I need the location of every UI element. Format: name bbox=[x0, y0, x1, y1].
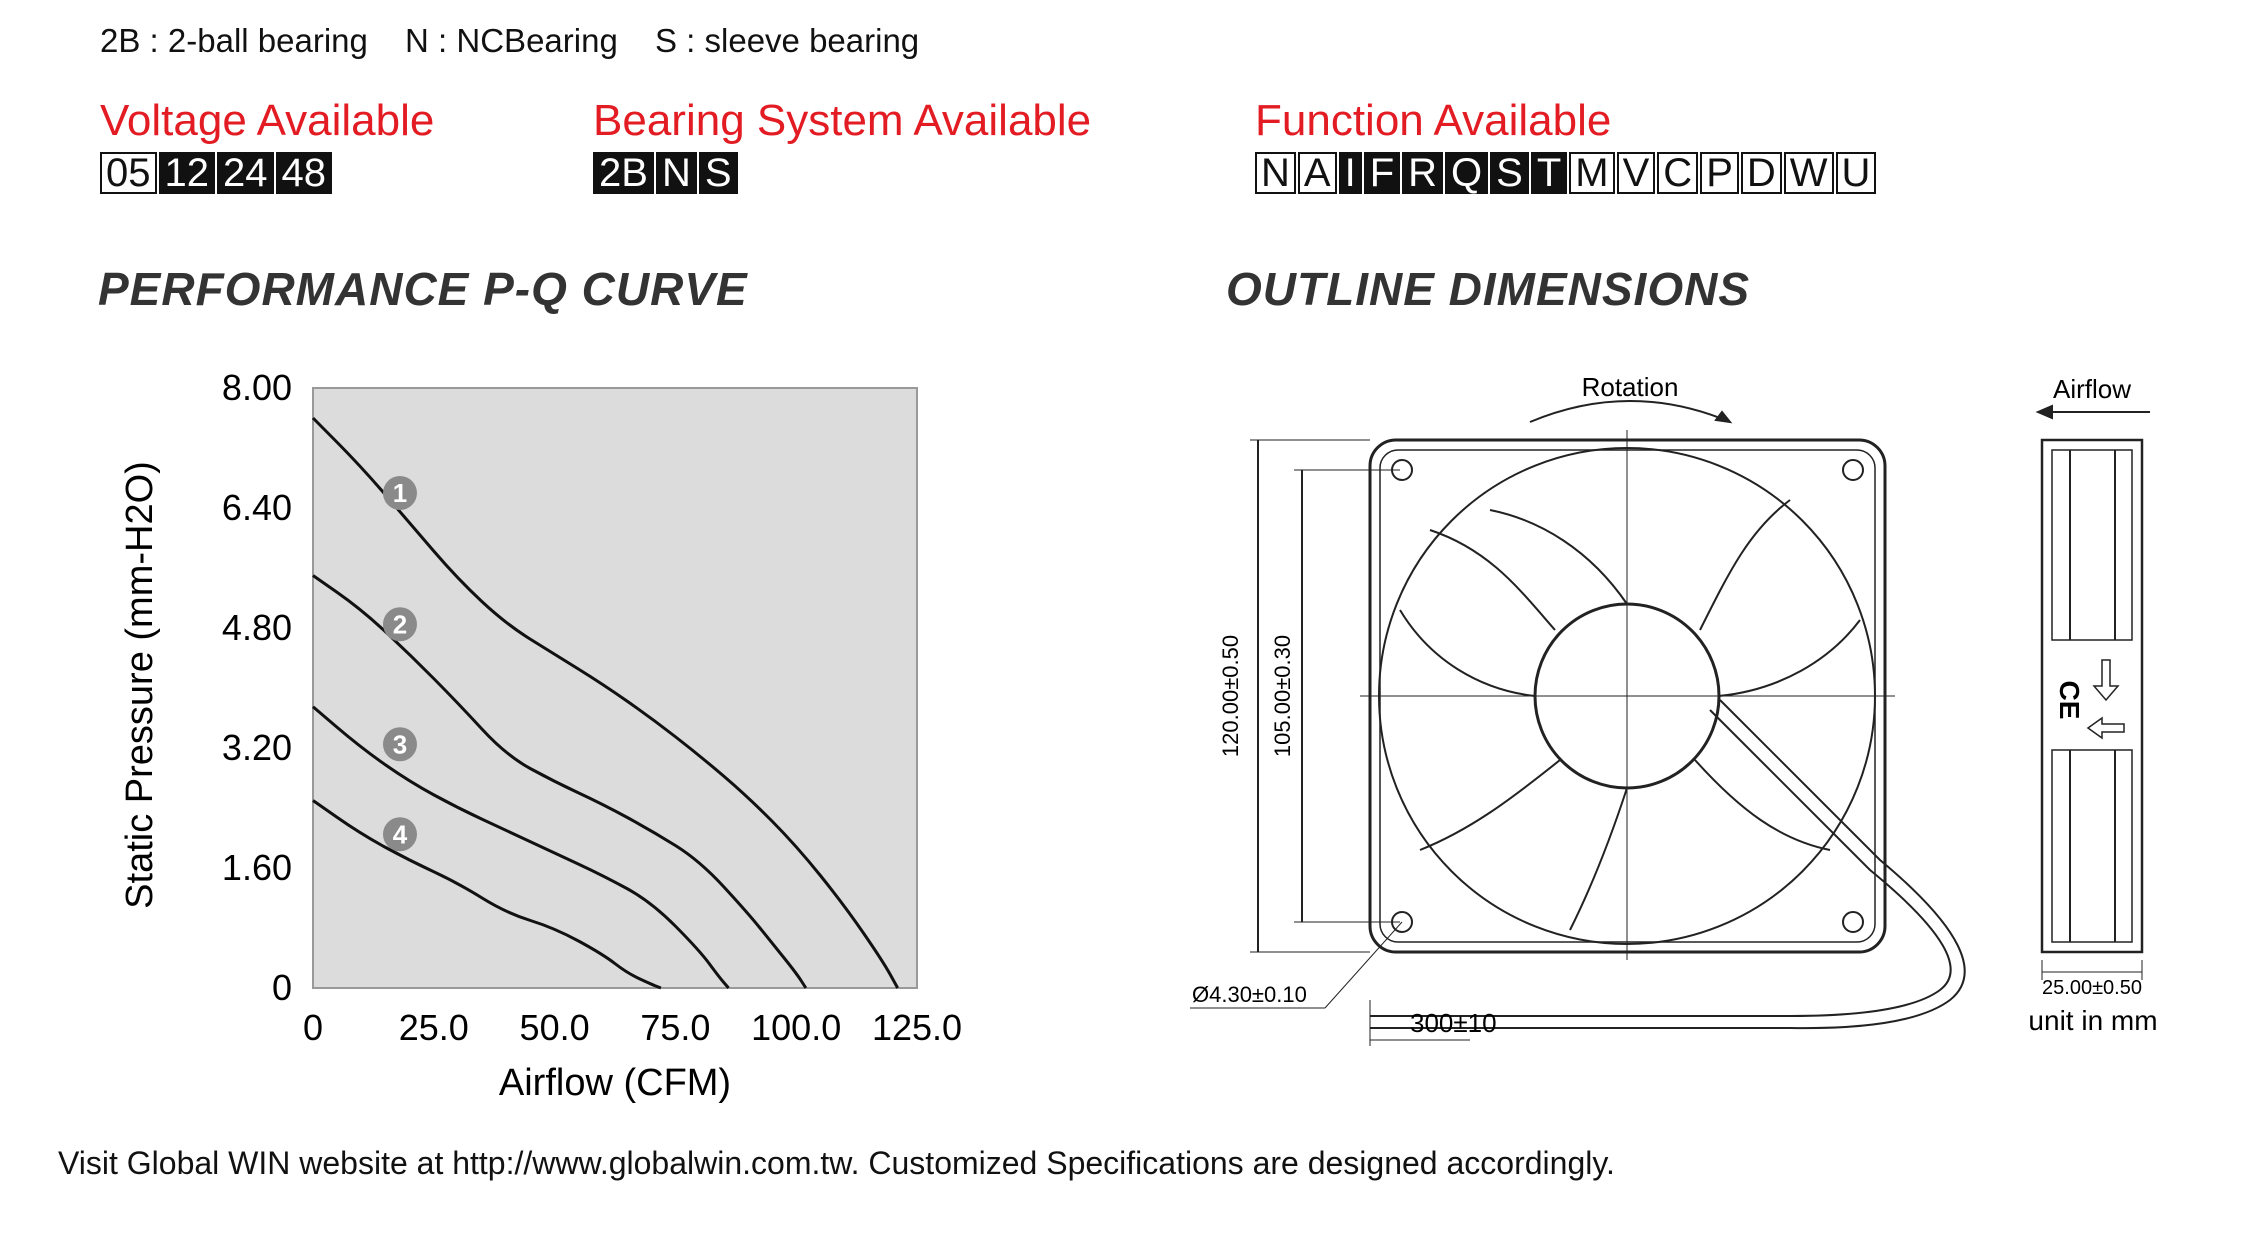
function-title: Function Available bbox=[1255, 96, 1612, 145]
bearing-legend: 2B : 2-ball bearing N : NCBearing S : sl… bbox=[100, 22, 947, 60]
legend-item-n: N : NCBearing bbox=[405, 22, 618, 59]
y-axis-label: Static Pressure (mm-H2O) bbox=[119, 461, 161, 909]
outer-dimension: 120.00±0.50 bbox=[1218, 635, 1243, 757]
code-box: D bbox=[1740, 152, 1782, 194]
ce-mark: CE bbox=[2054, 681, 2085, 720]
rotation-arrow bbox=[1529, 400, 1731, 423]
y-tick-label: 1.60 bbox=[222, 847, 292, 888]
mount-hole-bl bbox=[1391, 911, 1413, 933]
code-box: U bbox=[1835, 152, 1877, 194]
curve-marker-3: 3 bbox=[382, 727, 417, 762]
x-tick-labels: 0 25.0 50.0 75.0 100.0 125.0 bbox=[303, 1007, 962, 1048]
code-box: Q bbox=[1445, 152, 1489, 194]
code-box: C bbox=[1657, 152, 1699, 194]
svg-text:3: 3 bbox=[393, 729, 407, 759]
footer-note: Visit Global WIN website at http://www.g… bbox=[58, 1145, 1615, 1181]
curve-markers: 1 2 3 4 bbox=[382, 476, 417, 852]
x-axis-label: Airflow (CFM) bbox=[499, 1062, 731, 1104]
bearing-codes: 2B N S bbox=[593, 152, 740, 194]
code-box: S bbox=[698, 152, 738, 194]
y-tick-label: 3.20 bbox=[222, 727, 292, 768]
mount-hole-br bbox=[1842, 911, 1864, 933]
rotation-label: Rotation bbox=[1582, 372, 1679, 402]
code-box: 12 bbox=[158, 152, 215, 194]
x-tick-label: 25.0 bbox=[399, 1007, 469, 1048]
airflow-label: Airflow bbox=[2053, 374, 2131, 404]
outline-drawing: Rotation Airflow 120.00±0.50 105.00±0.30… bbox=[1190, 372, 2158, 1046]
svg-text:2: 2 bbox=[393, 609, 407, 639]
code-box: T bbox=[1530, 152, 1568, 194]
x-tick-label: 0 bbox=[303, 1007, 323, 1048]
cable-length: 300±10 bbox=[1410, 1008, 1497, 1038]
fan-side-view bbox=[2040, 438, 2144, 954]
voltage-title: Voltage Available bbox=[100, 96, 435, 145]
pq-curve-4 bbox=[312, 799, 662, 990]
curve-marker-4: 4 bbox=[382, 817, 417, 852]
pq-curve-3 bbox=[312, 705, 730, 989]
fan-cable bbox=[1370, 699, 1966, 1030]
thickness-dimension: 25.00±0.50 bbox=[2042, 977, 2142, 999]
code-box: M bbox=[1569, 152, 1615, 194]
code-box: 05 bbox=[100, 152, 157, 194]
curve-marker-1: 1 bbox=[382, 476, 417, 510]
code-box: W bbox=[1783, 152, 1834, 194]
code-box: 2B bbox=[593, 152, 654, 194]
y-tick-label: 6.40 bbox=[222, 487, 292, 528]
x-tick-label: 50.0 bbox=[520, 1007, 590, 1048]
code-box: V bbox=[1616, 152, 1656, 194]
legend-item-2b: 2B : 2-ball bearing bbox=[100, 22, 368, 59]
svg-text:4: 4 bbox=[393, 819, 408, 849]
code-box: R bbox=[1402, 152, 1444, 194]
code-box: 48 bbox=[275, 152, 332, 194]
y-tick-label: 8.00 bbox=[222, 367, 292, 408]
voltage-codes: 05 12 24 48 bbox=[100, 152, 334, 194]
y-tick-label: 4.80 bbox=[222, 607, 292, 648]
code-box: N bbox=[655, 152, 697, 194]
mount-hole-tl bbox=[1391, 459, 1413, 481]
code-box: P bbox=[1700, 152, 1739, 194]
unit-label: unit in mm bbox=[2028, 1005, 2157, 1036]
curve-marker-2: 2 bbox=[382, 607, 417, 642]
y-tick-labels: 0 1.60 3.20 4.80 6.40 8.00 bbox=[222, 367, 292, 1008]
code-box: N bbox=[1255, 152, 1296, 194]
pq-curve-chart: 1 2 3 4 0 1.60 3.20 4.80 6.40 8.00 0 25.0 50.0 75.0… bbox=[119, 367, 962, 1104]
curve-heading: PERFORMANCE P-Q CURVE bbox=[98, 263, 748, 315]
x-tick-label: 75.0 bbox=[640, 1007, 710, 1048]
x-tick-label: 100.0 bbox=[751, 1007, 841, 1048]
bearing-title: Bearing System Available bbox=[593, 96, 1092, 145]
code-box: I bbox=[1338, 152, 1362, 194]
code-box: S bbox=[1490, 152, 1529, 194]
code-box: F bbox=[1363, 152, 1401, 194]
hole-diameter: Ø4.30±0.10 bbox=[1192, 982, 1307, 1007]
legend-item-s: S : sleeve bearing bbox=[654, 22, 920, 59]
hole-spacing-dimension: 105.00±0.30 bbox=[1270, 635, 1295, 757]
mount-hole-tr bbox=[1842, 459, 1864, 481]
svg-text:1: 1 bbox=[393, 478, 407, 508]
outline-heading: OUTLINE DIMENSIONS bbox=[1226, 263, 1751, 315]
x-tick-label: 125.0 bbox=[872, 1007, 962, 1048]
code-box: A bbox=[1297, 152, 1337, 194]
code-box: 24 bbox=[217, 152, 274, 194]
y-tick-label: 0 bbox=[272, 967, 292, 1008]
